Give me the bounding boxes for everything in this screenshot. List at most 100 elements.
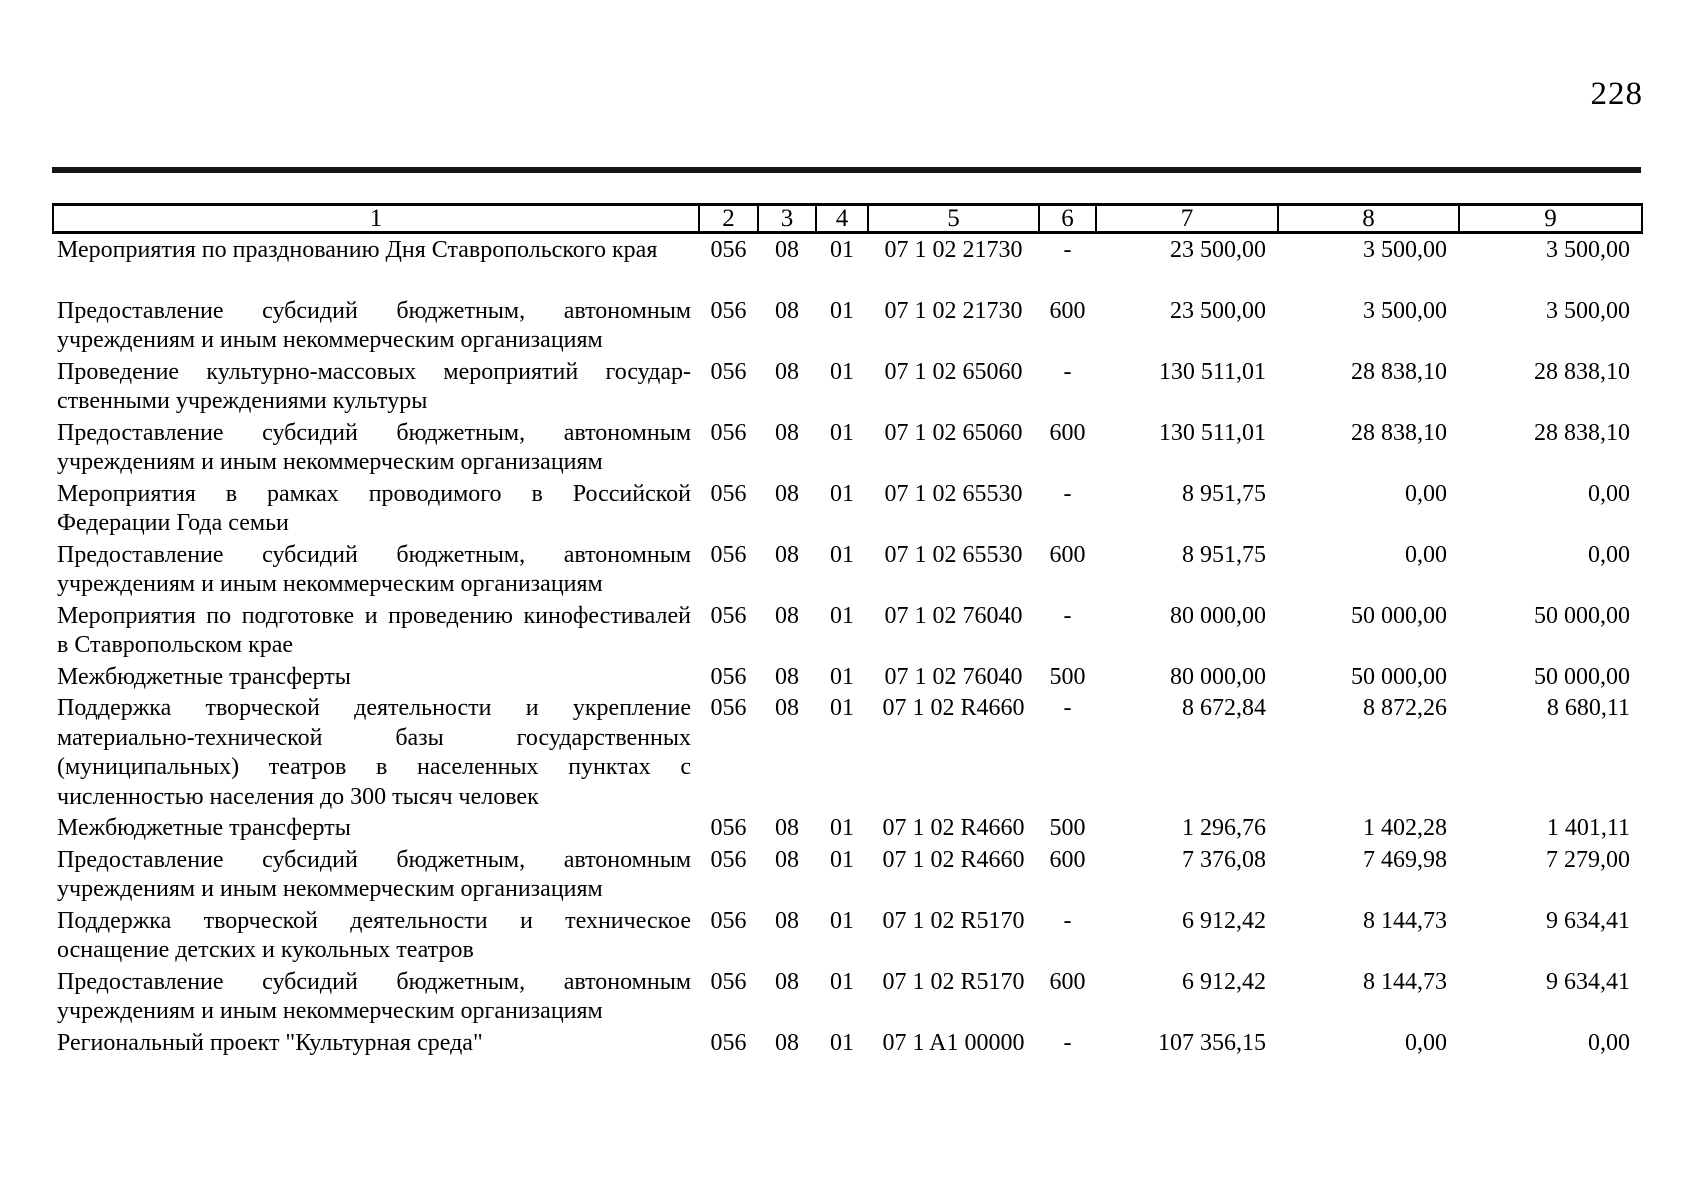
page-number: 228 (1590, 76, 1643, 112)
col-grbs: 056 (710, 541, 747, 568)
col-vid-rashodov: - (1063, 237, 1072, 263)
col-podrazdel: 01 (830, 695, 854, 721)
col-celevaya-statya: 07 1 02 65060 (884, 419, 1023, 446)
description-line: учреждениям и иным некоммерческим органи… (57, 327, 603, 353)
col-vid-rashodov: 500 (1049, 815, 1086, 841)
description-line: ственными учреждениями культуры (57, 388, 428, 414)
description-line: Предоставление субсидий бюджетным, автон… (57, 846, 691, 873)
col-amount-year3: 9 634,41 (1546, 968, 1630, 995)
row-description: Проведение культурно-массовых мероприяти… (53, 356, 699, 417)
row-description: Предоставление субсидий бюджетным, автон… (53, 844, 699, 905)
table-row: Межбюджетные трансферты 056 08 01 07 1 02 76… (53, 661, 1642, 693)
col-celevaya-statya: 07 1 02 R5170 (882, 968, 1025, 995)
description-line: Поддержка творческой деятельности и техн… (57, 907, 691, 934)
table-row: Предоставление субсидий бюджетным, автон… (53, 417, 1642, 478)
col-podrazdel: 01 (830, 237, 854, 263)
col-podrazdel: 01 (830, 602, 854, 629)
col-amount-year2: 8 144,73 (1363, 907, 1447, 934)
col-grbs: 056 (710, 237, 747, 263)
scan-artifact-rule (52, 167, 1641, 173)
col-amount-year3: 28 838,10 (1534, 358, 1630, 385)
col-grbs: 056 (710, 602, 747, 629)
row-description: Межбюджетные трансферты (53, 812, 699, 844)
col-vid-rashodov: 600 (1049, 541, 1086, 568)
col-razdel: 08 (775, 297, 799, 324)
row-description: Предоставление субсидий бюджетным, автон… (53, 966, 699, 1027)
col-grbs: 056 (710, 358, 747, 385)
description-line: Предоставление субсидий бюджетным, автон… (57, 297, 691, 324)
col-vid-rashodov: - (1063, 602, 1072, 629)
col-podrazdel: 01 (830, 480, 854, 507)
col-podrazdel: 01 (830, 297, 854, 324)
col-vid-rashodov: 500 (1049, 663, 1086, 690)
description-line: Мероприятия в рамках проводимого в Росси… (57, 480, 691, 507)
description-line: Региональный проект "Культурная среда" (57, 1029, 483, 1056)
col-amount-year2: 1 402,28 (1363, 815, 1447, 841)
col-celevaya-statya: 07 1 02 R4660 (882, 695, 1025, 721)
col-amount-total: 8 951,75 (1182, 480, 1266, 507)
col-amount-year3: 50 000,00 (1534, 663, 1630, 690)
col-razdel: 08 (775, 907, 799, 934)
col-amount-total: 6 912,42 (1182, 968, 1266, 995)
table-row: Региональный проект "Культурная среда" 05… (53, 1027, 1642, 1059)
row-description: Мероприятия в рамках проводимого в Росси… (53, 478, 699, 539)
col-celevaya-statya: 07 1 02 R4660 (882, 815, 1025, 841)
column-header-7: 7 (1095, 203, 1279, 234)
col-amount-total: 80 000,00 (1170, 663, 1266, 690)
col-amount-year2: 0,00 (1405, 480, 1447, 507)
description-line: Поддержка творческой деятельности и укре… (57, 695, 691, 721)
column-header-9: 9 (1458, 203, 1643, 234)
col-grbs: 056 (710, 846, 747, 873)
col-podrazdel: 01 (830, 907, 854, 934)
col-amount-year3: 0,00 (1588, 480, 1630, 507)
col-amount-total: 107 356,15 (1158, 1029, 1266, 1056)
col-amount-year3: 28 838,10 (1534, 419, 1630, 446)
table-row: Поддержка творческой деятельности и техн… (53, 905, 1642, 966)
col-vid-rashodov: 600 (1049, 297, 1086, 324)
col-vid-rashodov: - (1063, 907, 1072, 934)
col-amount-year3: 8 680,11 (1546, 695, 1630, 721)
description-line: Проведение культурно-массовых мероприяти… (57, 358, 691, 385)
row-description: Мероприятия по празднованию Дня Ставропо… (53, 233, 699, 295)
description-line: численностью населения до 300 тысяч чело… (57, 783, 539, 810)
col-celevaya-statya: 07 1 02 R4660 (882, 846, 1025, 873)
col-razdel: 08 (775, 480, 799, 507)
col-vid-rashodov: - (1063, 480, 1072, 507)
col-celevaya-statya: 07 1 02 21730 (884, 237, 1023, 263)
col-podrazdel: 01 (830, 419, 854, 446)
col-amount-year2: 50 000,00 (1351, 602, 1447, 629)
table-row: Проведение культурно-массовых мероприяти… (53, 356, 1642, 417)
table-row: Предоставление субсидий бюджетным, автон… (53, 295, 1642, 356)
table-row: Мероприятия в рамках проводимого в Росси… (53, 478, 1642, 539)
col-grbs: 056 (710, 663, 747, 690)
col-podrazdel: 01 (830, 663, 854, 690)
col-amount-year3: 7 279,00 (1546, 846, 1630, 873)
col-amount-total: 8 951,75 (1182, 541, 1266, 568)
col-podrazdel: 01 (830, 815, 854, 841)
row-description: Мероприятия по подготовке и проведению к… (53, 600, 699, 661)
col-amount-total: 7 376,08 (1182, 846, 1266, 873)
col-podrazdel: 01 (830, 1029, 854, 1056)
col-celevaya-statya: 07 1 02 65530 (884, 480, 1023, 507)
col-grbs: 056 (710, 695, 747, 721)
col-vid-rashodov: - (1063, 1029, 1072, 1056)
col-razdel: 08 (775, 846, 799, 873)
description-line: учреждениям и иным некоммерческим органи… (57, 876, 603, 902)
col-amount-year2: 50 000,00 (1351, 663, 1447, 690)
col-celevaya-statya: 07 1 02 76040 (884, 663, 1023, 690)
description-line: учреждениям и иным некоммерческим органи… (57, 998, 603, 1024)
col-vid-rashodov: 600 (1049, 968, 1086, 995)
col-amount-year2: 3 500,00 (1363, 237, 1447, 263)
table-row: Мероприятия по подготовке и проведению к… (53, 600, 1642, 661)
description-line: учреждениям и иным некоммерческим органи… (57, 571, 603, 597)
col-amount-total: 23 500,00 (1170, 297, 1266, 324)
col-amount-year2: 28 838,10 (1351, 358, 1447, 385)
col-grbs: 056 (710, 907, 747, 934)
col-amount-year3: 50 000,00 (1534, 602, 1630, 629)
col-razdel: 08 (775, 663, 799, 690)
description-line: Межбюджетные трансферты (57, 815, 351, 841)
description-line: Мероприятия по празднованию Дня Ставропо… (57, 237, 658, 263)
col-razdel: 08 (775, 237, 799, 263)
